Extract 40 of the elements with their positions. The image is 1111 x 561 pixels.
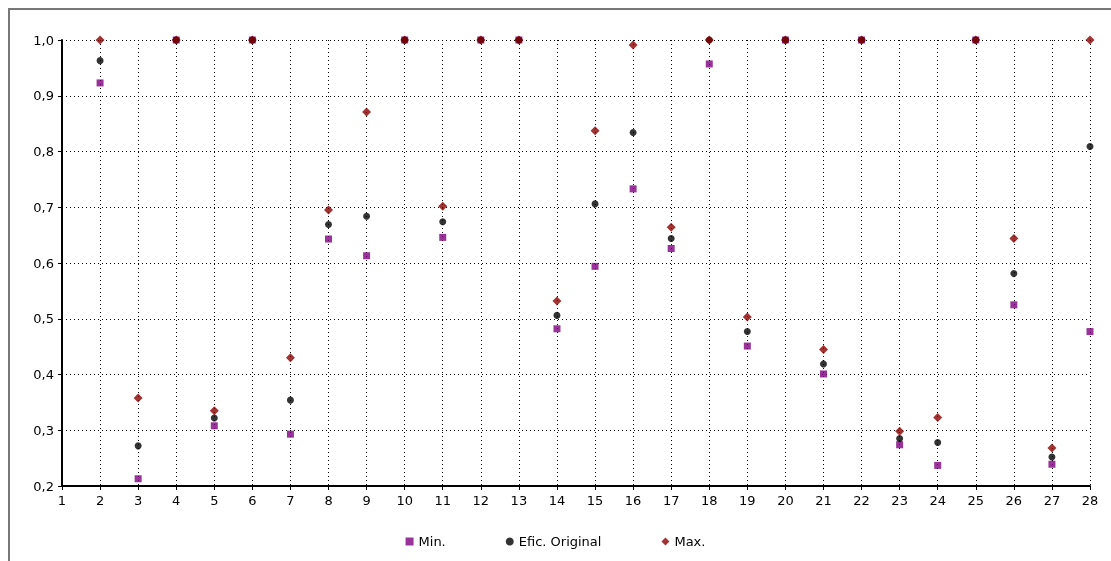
legend-label: Max. [674,534,706,549]
x-tick-label: 17 [662,493,680,508]
y-tick-label: 0,9 [33,88,54,104]
x-tick-label: 22 [853,493,870,508]
x-tick-label: 7 [286,493,295,508]
x-tick-label: 13 [510,493,528,508]
legend-label: Efic. Original [518,534,602,549]
x-tick-label: 5 [210,493,219,508]
x-tick-label: 6 [248,493,257,508]
x-tick-label: 27 [1043,493,1061,508]
x-tick-label: 24 [929,493,946,508]
y-tick-label: 1,0 [33,32,54,48]
legend-label: Min. [418,534,446,549]
x-tick-label: 23 [891,493,908,508]
x-tick-label: 21 [815,493,832,508]
x-tick-label: 28 [1081,493,1099,508]
y-tick-label: 0,5 [33,311,54,327]
x-tick-label: 20 [777,493,794,508]
x-tick-label: 3 [134,493,143,508]
y-tick-label: 0,6 [33,255,54,271]
x-tick-label: 15 [586,493,604,508]
x-tick-label: 12 [472,493,490,508]
y-tick-label: 0,8 [33,144,54,159]
x-tick-label: 9 [362,493,371,508]
x-tick-label: 26 [1005,493,1023,508]
x-tick-label: 10 [396,493,413,508]
x-tick-label: 19 [739,493,756,508]
x-tick-label: 8 [324,493,333,508]
x-tick-label: 14 [548,493,566,508]
y-tick-label: 0,2 [33,478,54,494]
x-tick-label: 18 [700,493,718,508]
x-tick-label: 25 [967,493,985,508]
x-tick-label: 1 [57,493,67,508]
x-tick-label: 16 [624,493,642,508]
y-tick-label: 0,3 [33,422,54,438]
y-tick-label: 0,7 [33,199,54,215]
x-tick-label: 4 [172,493,181,508]
x-tick-label: 11 [434,493,452,508]
x-tick-label: 2 [95,493,105,508]
y-tick-label: 0,4 [33,367,54,382]
